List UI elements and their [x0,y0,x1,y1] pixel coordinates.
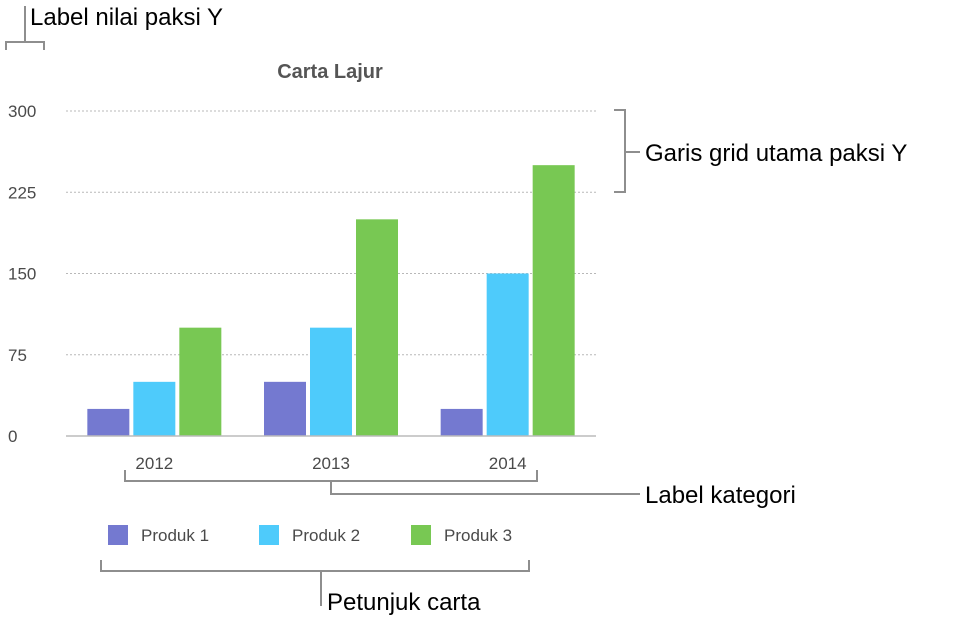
y-tick-label: 300 [8,102,36,121]
y-tick-label: 0 [8,427,17,446]
bar-produk-1-2014 [440,408,483,436]
bar-produk-1-2013 [264,381,306,436]
bar-produk-2-2012 [133,381,176,436]
callout-y-value-bracket [5,6,45,50]
callout-gridline-bracket [614,109,640,193]
y-axis-tick-labels: 0 75 150 225 300 [8,102,36,446]
callout-y-value-label: Label nilai paksi Y [30,4,223,31]
callout-category-label: Label kategori [645,482,796,509]
y-tick-label: 150 [8,265,36,284]
bar-produk-2-2013 [310,327,352,436]
legend-label: Produk 1 [141,526,209,545]
legend-swatch [411,525,431,545]
y-tick-label: 225 [8,183,36,202]
legend-swatch [108,525,128,545]
category-labels: 2012 2013 2014 [135,454,526,473]
bar-produk-3-2013 [356,219,398,436]
callout-category-bracket [124,470,640,495]
bars [87,165,575,436]
legend-label: Produk 3 [444,526,512,545]
y-tick-label: 75 [8,346,27,365]
category-label: 2012 [135,454,173,473]
bar-produk-3-2014 [532,165,575,436]
legend-swatch [259,525,279,545]
category-label: 2014 [489,454,527,473]
chart-title: Carta Lajur [277,61,383,83]
callout-legend-bracket [100,560,530,606]
bar-produk-1-2012 [87,408,130,436]
callout-chart-legend: Petunjuk carta [327,589,481,616]
bar-produk-3-2012 [179,327,222,436]
category-label: 2013 [312,454,350,473]
bar-produk-2-2014 [486,273,529,436]
chart-legend: Produk 1 Produk 2 Produk 3 [108,525,512,545]
legend-label: Produk 2 [292,526,360,545]
callout-major-gridlines: Garis grid utama paksi Y [645,140,907,167]
